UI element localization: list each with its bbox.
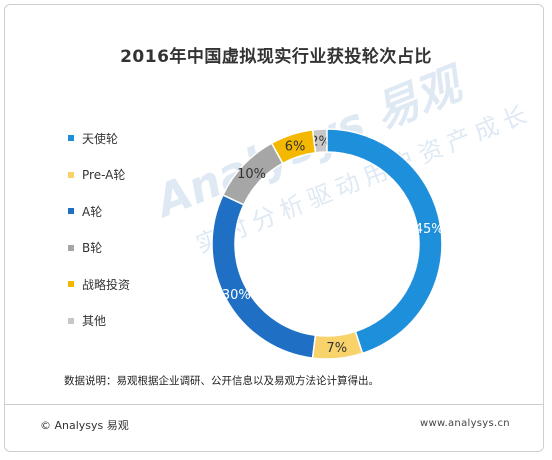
legend-label: Pre-A轮 [82, 168, 126, 182]
legend-item-other: 其他 [68, 311, 130, 331]
legend-label: 天使轮 [82, 131, 119, 146]
legend-item-a: A轮 [68, 201, 130, 221]
legend-swatch [68, 281, 74, 287]
legend-swatch [68, 317, 74, 324]
footer-brand: © Analysys 易观 [40, 419, 129, 432]
legend-item-angel: 天使轮 [68, 128, 130, 148]
legend-label: 战略投资 [82, 277, 131, 292]
donut-slice-0 [326, 128, 443, 355]
legend-item-pre-a: Pre-A轮 [68, 165, 130, 185]
chart-frame [4, 4, 544, 452]
footer-url: www.analysys.cn [420, 418, 510, 429]
legend-swatch [68, 171, 74, 178]
slice-label-4: 6% [285, 140, 306, 155]
legend-label: A轮 [82, 204, 103, 219]
legend-item-strategic: 战略投资 [68, 274, 130, 294]
footer-divider [5, 404, 543, 405]
legend-swatch [68, 135, 74, 141]
legend: 天使轮 Pre-A轮 A轮 B轮 战略投资 其他 [68, 128, 130, 347]
legend-label: B轮 [82, 241, 103, 255]
legend-item-b: B轮 [68, 238, 130, 258]
chart-title: 2016年中国虚拟现实行业获投轮次占比 [120, 47, 432, 67]
slice-label-1: 7% [326, 341, 347, 356]
slice-label-2: 30% [222, 288, 251, 303]
data-note: 数据说明：易观根据企业调研、公开信息以及易观方法论计算得出。 [64, 375, 379, 387]
legend-label: 其他 [82, 314, 107, 328]
legend-swatch [68, 244, 74, 251]
slice-label-3: 10% [237, 167, 266, 182]
donut-slice-2 [211, 194, 317, 359]
slice-label-0: 45% [415, 222, 444, 237]
legend-swatch [68, 208, 74, 214]
